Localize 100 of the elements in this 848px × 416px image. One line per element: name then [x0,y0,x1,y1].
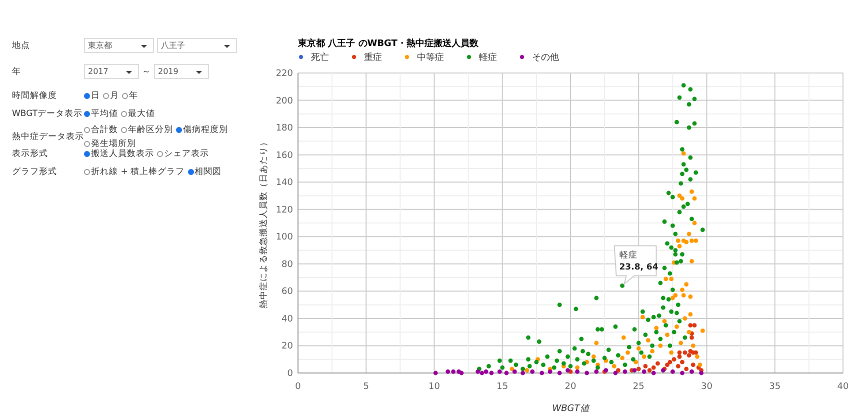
point [672,357,676,362]
point [520,370,526,376]
point [690,189,694,194]
text: 折れ線 + 積上棒グラフ [90,166,185,178]
point [680,370,684,376]
point [686,330,692,334]
x-tick-label: 5 [363,382,369,392]
point [668,360,672,364]
text: 東京都 [84,38,154,53]
point [524,368,530,372]
point [686,353,692,358]
x-tick-label: 10 [428,382,440,392]
x-tick-label: 35 [769,382,781,392]
point [690,258,694,264]
text: 年齢区分別 [127,124,173,136]
point [681,293,686,298]
text: 年 [12,66,21,78]
text: 表示形式 [12,148,48,160]
point [677,194,682,198]
point [613,370,618,376]
annotation: 軽症 23.8, 64 [619,250,658,273]
point [626,350,630,355]
text: 2019 [154,64,209,79]
point [695,354,700,359]
point [612,364,616,368]
point [676,238,680,243]
point [632,368,637,372]
point [690,335,694,340]
text: 日 [90,90,100,102]
point [594,369,599,374]
point [658,344,663,348]
text: 地点 [12,40,30,52]
point [673,293,678,298]
point [690,238,694,243]
text: 熱中症データ表示 [12,131,84,143]
point [484,369,488,374]
point [694,238,698,243]
point [686,232,692,236]
text: 年 [128,90,138,102]
point [433,370,438,376]
point [651,370,656,376]
point [654,326,659,330]
text: ～ [142,66,151,78]
point [497,369,502,374]
y-tick-label: 80 [282,260,294,270]
text: 月 [109,90,119,102]
legend-label: 重症 [364,52,382,63]
point [640,314,645,320]
point [446,369,450,374]
point [642,369,646,374]
point [643,364,648,368]
point [669,350,674,355]
point [677,244,682,248]
point [677,350,682,355]
x-tick-label: 30 [701,382,713,392]
point [530,369,535,374]
point [682,316,688,321]
chart-title: 東京都 八王子 のWBGT・熱中症搬送人員数 [297,38,480,49]
point [642,354,646,359]
point [476,369,480,374]
x-tick-label: 40 [837,382,848,392]
point [690,344,696,348]
text: 発生場所別 [90,138,136,149]
point [677,354,682,359]
point [548,369,552,374]
point [684,240,689,244]
y-tick-label: 120 [276,205,294,216]
point [665,362,670,368]
point [636,346,641,351]
y-tick-label: 0 [287,369,294,379]
point [591,354,596,359]
y-axis-title: 熱中症による救急搬送人員数（日あたり） [258,138,269,308]
point [692,196,697,201]
point [662,318,667,324]
point [566,368,570,372]
point [540,370,544,376]
legend-label: 軽症 [479,52,497,63]
point [698,362,702,368]
point [688,323,693,328]
x-tick-label: 15 [496,382,508,392]
y-tick-label: 220 [276,69,294,79]
point [480,370,484,376]
point [674,324,679,329]
point [688,312,693,317]
point [622,369,628,374]
point [665,332,670,338]
point [680,288,684,292]
point [459,370,464,376]
point [620,356,624,360]
point [594,340,599,346]
point [621,335,626,340]
text: 八王子 [157,38,237,53]
y-tick-label: 180 [276,124,294,134]
point [678,340,684,346]
point [684,282,689,287]
point [690,369,694,374]
point [451,369,456,374]
x-tick-label: 0 [295,382,302,392]
point [646,338,650,342]
text: グラフ形式 [12,166,57,178]
